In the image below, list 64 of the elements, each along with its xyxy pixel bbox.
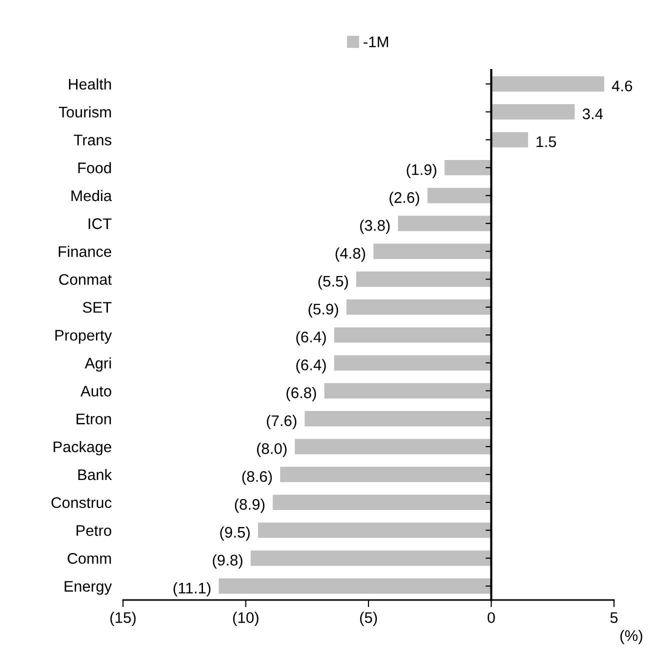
- data-label: (6.4): [296, 331, 326, 346]
- bar: [258, 522, 492, 538]
- x-tick-label: 5: [610, 612, 618, 624]
- y-tick-label: Package: [54, 441, 112, 456]
- x-tick-label: (15): [110, 612, 136, 626]
- data-label: (6.4): [296, 359, 326, 374]
- data-label: (8.0): [257, 442, 287, 458]
- bar: [444, 160, 492, 176]
- y-tick-label: Petro: [76, 525, 112, 536]
- data-label: (2.6): [390, 192, 420, 206]
- data-label: (5.9): [308, 303, 338, 318]
- y-tick-label: Conmat: [59, 274, 112, 285]
- bar: [218, 578, 492, 594]
- y-tick-label: Tourism: [58, 106, 111, 118]
- y-tick-label: Comm: [68, 553, 111, 564]
- bar: [280, 466, 492, 482]
- bar: [324, 383, 492, 398]
- bar: [491, 132, 528, 148]
- data-label: (5.5): [318, 275, 348, 290]
- bar: [491, 76, 604, 92]
- data-label: (8.9): [234, 498, 264, 513]
- data-label: (9.8): [212, 554, 242, 569]
- data-label: (6.8): [286, 387, 316, 402]
- bar: [373, 244, 492, 259]
- bar: [491, 104, 575, 120]
- y-tick-label: Agri: [84, 357, 111, 372]
- data-label: (9.5): [220, 526, 250, 541]
- data-label: 1.5: [536, 136, 556, 148]
- bar: [427, 188, 492, 204]
- y-tick-label: Trans: [74, 134, 112, 146]
- bar: [334, 355, 492, 371]
- text: (%): [620, 630, 642, 644]
- bar: [272, 494, 492, 510]
- bar: [398, 216, 492, 232]
- y-tick-label: Media: [72, 190, 112, 202]
- data-label: (8.6): [242, 470, 272, 485]
- y-tick-label: Construc: [52, 497, 112, 508]
- x-tick-label: (5): [360, 612, 377, 626]
- bar: [294, 438, 492, 454]
- y-tick-label: Bank: [78, 468, 112, 480]
- y-tick-label: Finance: [58, 246, 112, 257]
- y-tick-label: Health: [68, 78, 111, 90]
- legend-label: -1M: [364, 36, 388, 48]
- data-label: (3.8): [360, 220, 390, 234]
- y-tick-label: Property: [55, 330, 112, 344]
- y-tick-label: Food: [78, 162, 111, 174]
- bar: [346, 299, 492, 315]
- y-tick-label: Auto: [80, 386, 112, 396]
- data-label: (4.8): [336, 248, 366, 262]
- bar: [334, 327, 492, 343]
- bar: [250, 550, 492, 566]
- data-label: 4.6: [612, 80, 632, 92]
- bar: [356, 272, 492, 287]
- y-tick-label: Energy: [64, 581, 112, 595]
- data-label: (1.9): [406, 164, 436, 178]
- y-tick-label: SET: [82, 302, 112, 313]
- x-tick-label: 0: [488, 612, 495, 624]
- data-label: (7.6): [266, 414, 296, 430]
- data-label: (11.1): [174, 582, 210, 597]
- x-tick-label: (10): [233, 612, 258, 626]
- y-tick-label: ICT: [88, 218, 112, 230]
- bar: [304, 411, 492, 426]
- y-tick-label: Etron: [76, 414, 111, 424]
- data-label: 3.4: [582, 108, 603, 120]
